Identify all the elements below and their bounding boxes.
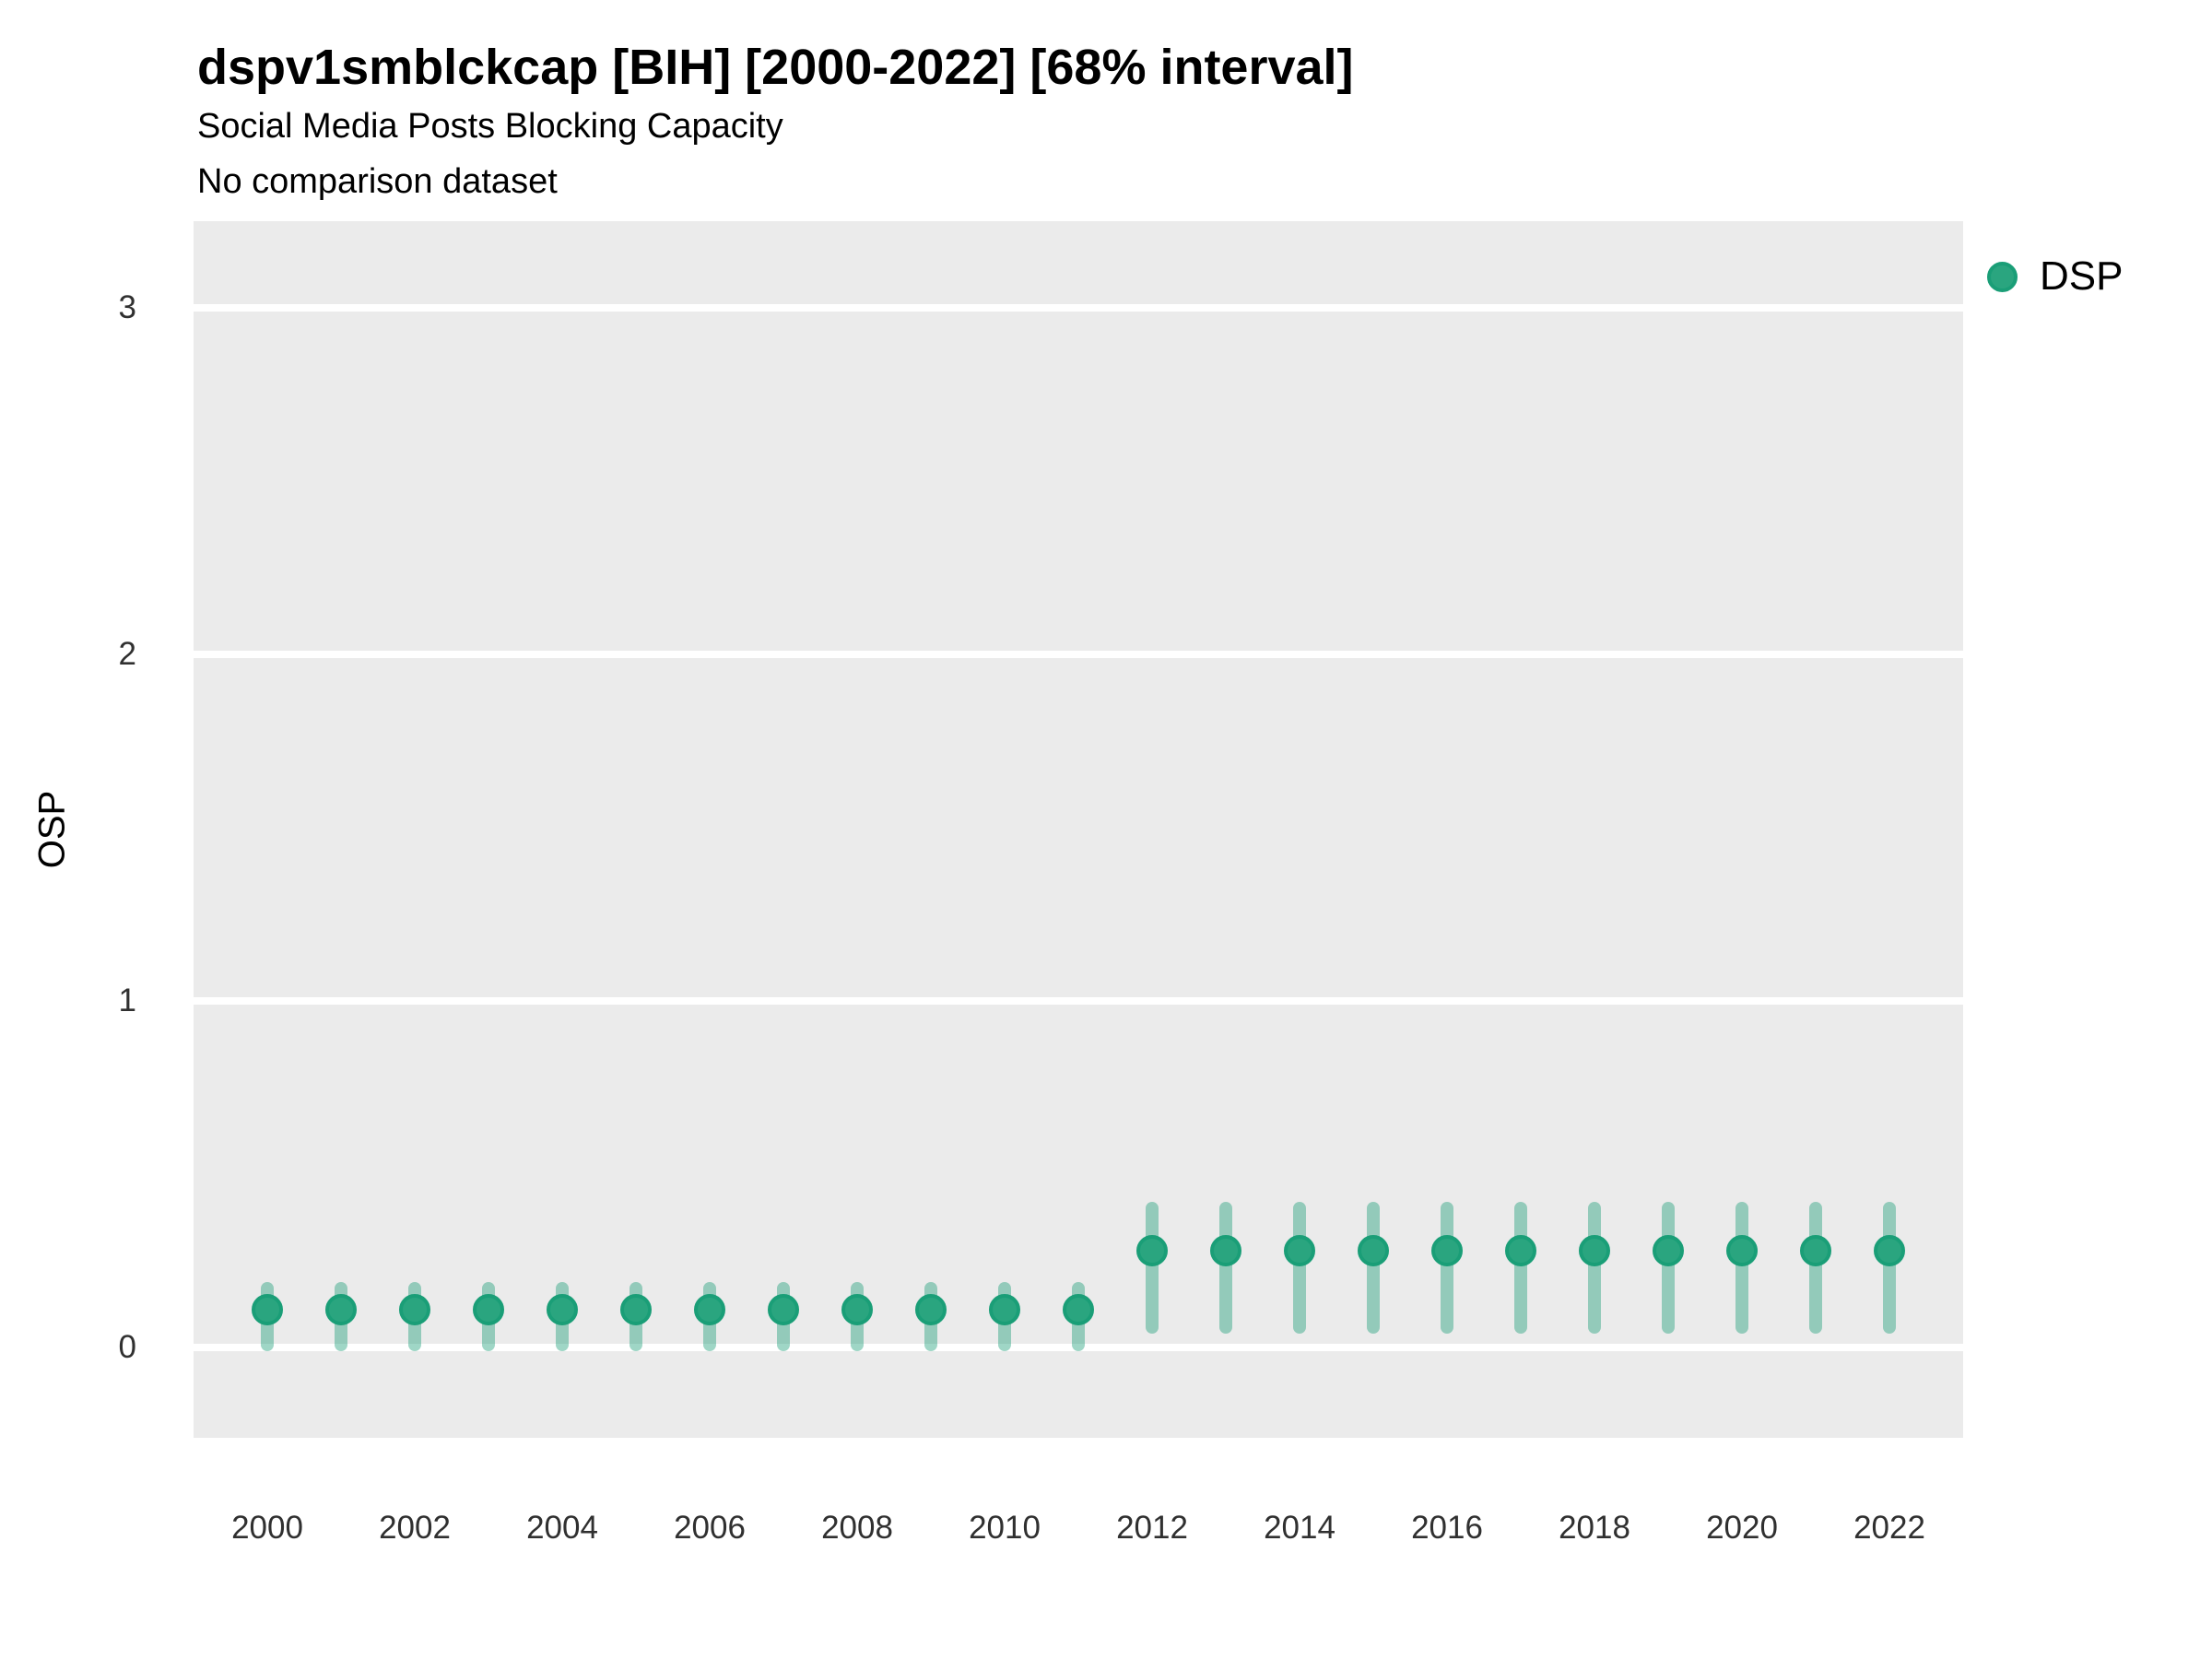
x-tick-label: 2018 [1559,1510,1630,1546]
data-point [915,1293,947,1325]
data-point [1800,1234,1831,1266]
x-tick-label: 2012 [1116,1510,1188,1546]
x-tick-label: 2004 [526,1510,598,1546]
y-gridline [194,304,1963,312]
interval-bar [1219,1202,1232,1335]
data-point [325,1293,357,1325]
x-tick-label: 2014 [1264,1510,1335,1546]
interval-bar [1367,1202,1380,1335]
data-point [1136,1234,1168,1266]
data-point [1063,1293,1094,1325]
y-tick-label: 0 [118,1329,136,1366]
chart-title: dspv1smblckcap [BIH] [2000-2022] [68% in… [197,40,1354,95]
plot-panel [194,221,1963,1438]
y-tick-label: 1 [118,982,136,1019]
data-point [1210,1234,1241,1266]
chart-subtitle: Social Media Posts Blocking Capacity [197,107,783,146]
legend: DSP [1987,254,2123,299]
data-point [252,1293,283,1325]
data-point [1579,1234,1610,1266]
data-point [1284,1234,1315,1266]
y-tick-label: 3 [118,289,136,326]
interval-bar [1293,1202,1306,1335]
x-tick-label: 2020 [1706,1510,1778,1546]
legend-swatch-icon [1987,261,2018,292]
data-point [547,1293,578,1325]
interval-bar [1441,1202,1453,1335]
y-gridline [194,651,1963,659]
data-point [841,1293,873,1325]
interval-bar [1662,1202,1675,1335]
data-point [399,1293,430,1325]
y-axis-label: OSP [31,790,73,869]
x-tick-label: 2010 [969,1510,1041,1546]
x-tick-label: 2022 [1853,1510,1925,1546]
interval-bar [1588,1202,1601,1335]
data-point [1358,1234,1389,1266]
data-point [1431,1234,1463,1266]
data-point [1653,1234,1684,1266]
interval-bar [1735,1202,1748,1335]
data-point [1505,1234,1536,1266]
y-gridline [194,1344,1963,1352]
x-tick-label: 2000 [231,1510,303,1546]
x-tick-label: 2016 [1411,1510,1483,1546]
data-point [694,1293,725,1325]
chart-note: No comparison dataset [197,162,558,201]
data-point [1726,1234,1758,1266]
x-tick-label: 2008 [821,1510,893,1546]
data-point [768,1293,799,1325]
data-point [989,1293,1020,1325]
legend-label: DSP [2040,253,2124,299]
x-tick-label: 2002 [379,1510,451,1546]
interval-bar [1146,1202,1159,1335]
interval-bar [1883,1202,1896,1335]
y-gridline [194,997,1963,1006]
y-tick-label: 2 [118,636,136,673]
data-point [1874,1234,1905,1266]
interval-bar [1514,1202,1527,1335]
interval-bar [1809,1202,1822,1335]
data-point [620,1293,652,1325]
data-point [473,1293,504,1325]
x-tick-label: 2006 [674,1510,746,1546]
